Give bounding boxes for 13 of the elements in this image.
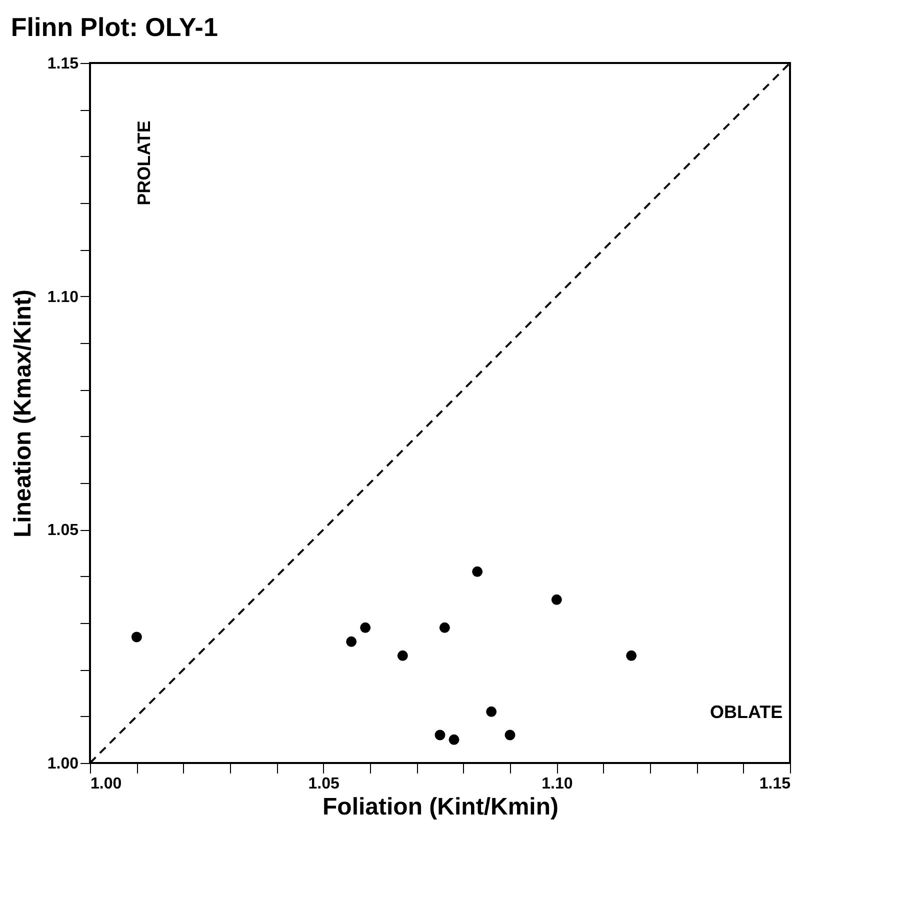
x-axis-title: Foliation (Kint/Kmin)	[322, 794, 558, 820]
y-tick-label: 1.00	[47, 756, 79, 772]
x-tick-label: 1.00	[90, 776, 122, 792]
y-tick-label: 1.05	[47, 522, 79, 540]
x-tick-label: 1.15	[759, 776, 791, 792]
y-tick-label: 1.10	[47, 288, 79, 306]
x-tick-label: 1.05	[308, 776, 340, 792]
y-axis-title: Lineation (Kmax/Kint)	[9, 289, 36, 538]
chart-title: Flinn Plot: OLY-1	[10, 12, 218, 42]
x-tick-label: 1.10	[542, 776, 573, 792]
annotation: OBLATE	[710, 702, 783, 722]
annotation: PROLATE	[134, 120, 154, 206]
y-tick-label: 1.15	[47, 56, 79, 72]
